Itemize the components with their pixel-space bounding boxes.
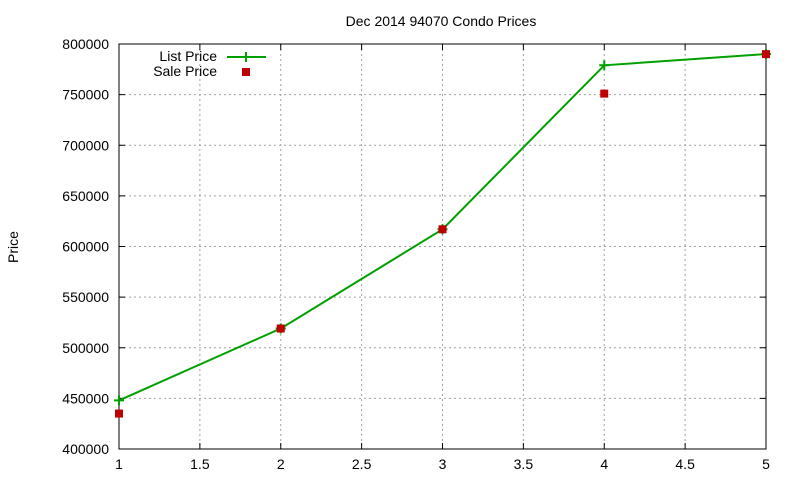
- plot-series: [114, 49, 771, 418]
- y-tick-label: 650000: [62, 188, 109, 204]
- sale-price-point: [762, 50, 770, 59]
- x-tick-label: 3: [439, 456, 447, 472]
- sale-price-point: [438, 225, 447, 234]
- axes: [118, 43, 767, 450]
- legend-marker-list-price: [241, 52, 251, 62]
- y-tick-label: 800000: [62, 36, 109, 52]
- legend: List Price Sale Price: [153, 48, 266, 79]
- y-tick-label: 500000: [62, 340, 109, 356]
- sale-price-point: [276, 324, 285, 333]
- y-tick-label: 400000: [62, 441, 109, 457]
- x-tick-label: 2: [277, 456, 285, 472]
- y-tick-label: 550000: [62, 289, 109, 305]
- x-tick-label: 4.5: [675, 456, 695, 472]
- x-tick-label: 5: [762, 456, 770, 472]
- chart-title: Dec 2014 94070 Condo Prices: [346, 13, 537, 29]
- y-tick-label: 750000: [62, 87, 109, 103]
- y-tick-label: 700000: [62, 137, 109, 153]
- y-tick-label: 450000: [62, 390, 109, 406]
- x-tick-label: 2.5: [352, 456, 372, 472]
- legend-marker-sale-price: [242, 68, 250, 76]
- tick-labels: 1 1.5 2 2.5 3 3.5 4 4.5 5 400000 450000 500000 55000…: [62, 36, 770, 472]
- sale-price-point: [115, 409, 123, 418]
- x-tick-label: 1: [115, 456, 123, 472]
- x-tick-label: 1.5: [190, 456, 210, 472]
- list-price-point: [599, 60, 610, 71]
- legend-label-list-price: List Price: [159, 48, 217, 64]
- list-price-point: [114, 395, 124, 406]
- y-axis-label: Price: [5, 231, 21, 263]
- x-tick-label: 4: [600, 456, 608, 472]
- grid-lines: [119, 44, 766, 449]
- y-tick-label: 600000: [62, 239, 109, 255]
- sale-price-point: [600, 89, 609, 98]
- legend-label-sale-price: Sale Price: [153, 63, 217, 79]
- x-tick-label: 3.5: [514, 456, 534, 472]
